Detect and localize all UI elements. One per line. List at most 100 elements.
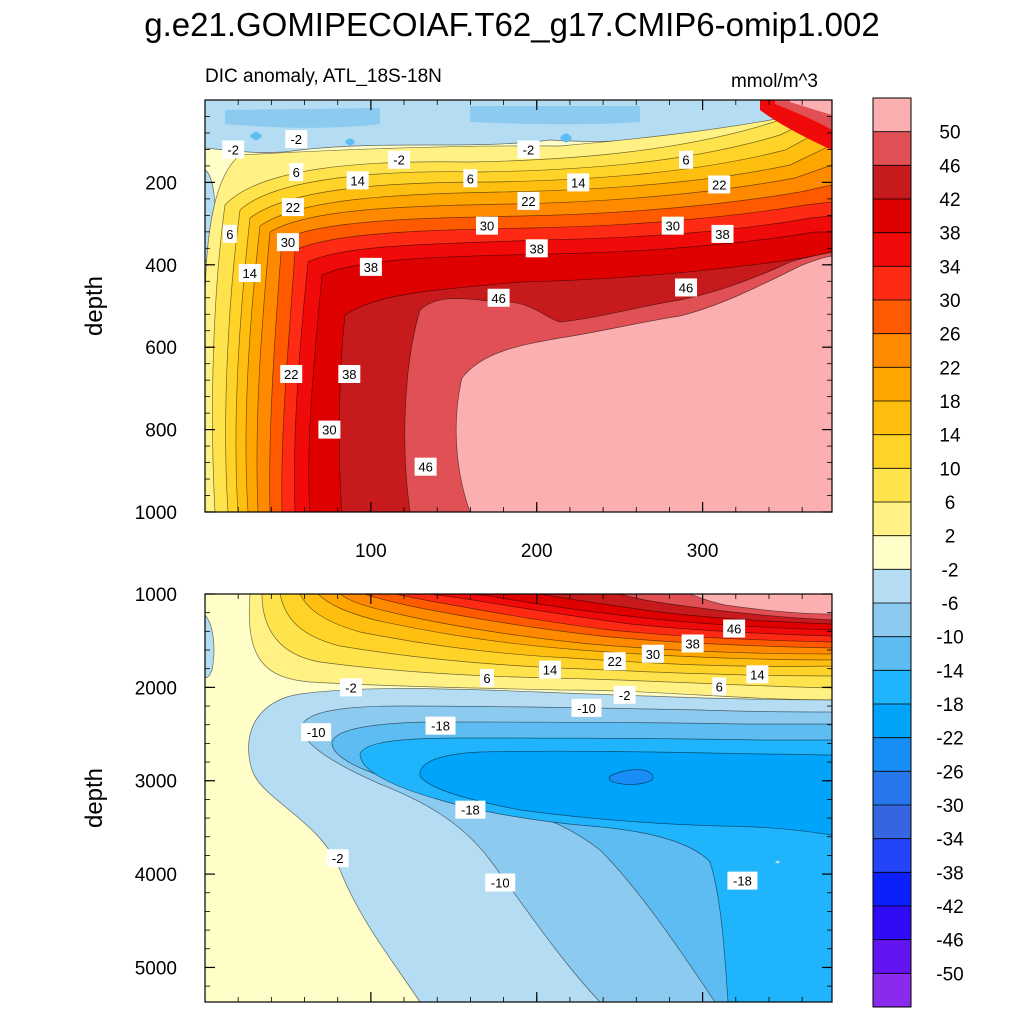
contour-label-text: -2: [393, 153, 405, 168]
contour-label-box: [276, 233, 299, 252]
contour-label-box: [571, 698, 602, 717]
top-contour-labels: -2 -2 -2 -2 6 6 6 6 14 14 14 22 22 22 22 30 30 30 30 38 38 38…: [222, 130, 734, 476]
contour-label-text: 22: [286, 200, 300, 215]
contour-label-box: [338, 364, 361, 383]
colorbar-swatch: [873, 670, 911, 705]
contour-label-box: [280, 364, 303, 383]
colorbar-label: -34: [936, 830, 964, 851]
contour-label-text: 6: [293, 165, 300, 180]
bottom-panel: 1000 2000 3000 4000 5000 -2 -2 -2 6 6 14 14 22 30 38 4…: [81, 585, 833, 1003]
colorbar-swatch: [873, 535, 911, 570]
contour-label-box: [339, 678, 362, 697]
contour-label: 22: [517, 191, 540, 210]
contour-label: 6: [479, 669, 494, 688]
top-y-tick-label: 400: [145, 256, 177, 277]
bottom-y-axis: 1000 2000 3000 4000 5000: [135, 585, 832, 987]
colorbar-label: -38: [936, 863, 963, 884]
contour-label-text: 30: [666, 219, 680, 234]
contour-label: 6: [222, 224, 237, 243]
colorbar-swatch: [873, 98, 911, 132]
contour-label: 6: [463, 169, 478, 188]
colorbar-swatch: [873, 266, 911, 301]
colorbar-label: 42: [939, 190, 960, 211]
colorbar-label: 22: [939, 358, 960, 379]
colorbar-swatch: [873, 333, 911, 368]
colorbar-swatch: [873, 199, 911, 233]
contour-label-text: 30: [281, 235, 295, 250]
contour-label: -10: [571, 698, 602, 717]
colorbar-label: -2: [942, 560, 959, 581]
contour-label: 46: [487, 288, 510, 307]
contour-label-text: 14: [243, 266, 257, 281]
contour-label-box: [661, 216, 684, 235]
contour-label-box: [723, 619, 746, 638]
contour-label-text: 22: [607, 654, 621, 669]
top-y-tick-label: 200: [145, 173, 177, 194]
colorbar-swatch: [873, 906, 911, 940]
contour-label: 30: [661, 216, 684, 235]
contour-label-text: -2: [290, 132, 302, 147]
colorbar-swatch: [873, 502, 911, 536]
contour-label-text: 14: [750, 667, 764, 682]
contour-label: 6: [712, 677, 727, 696]
panel-subtitle-left: DIC anomaly, ATL_18S-18N: [205, 66, 442, 87]
colorbar-swatch: [873, 838, 911, 873]
colorbar-label: -18: [936, 695, 963, 716]
contour-label: 46: [723, 619, 746, 638]
contour-label-box: [679, 150, 694, 169]
top-x-tick-label: 300: [687, 541, 719, 562]
contour-label-text: 30: [480, 219, 494, 234]
contour-label: -2: [388, 150, 411, 169]
contour-label-box: [708, 175, 731, 194]
colorbar-swatch: [873, 704, 911, 738]
contour-label-box: [318, 420, 341, 439]
colorbar-swatch: [873, 367, 911, 402]
contour-label: 6: [679, 150, 694, 169]
contour-label-box: [285, 130, 308, 149]
contour-label-text: 38: [364, 260, 378, 275]
bottom-y-tick-label: 4000: [135, 865, 177, 886]
contour-label: -18: [727, 871, 758, 890]
contour-label: 38: [711, 224, 734, 243]
bottom-y-tick-label: 5000: [135, 958, 177, 979]
contour-label-text: -2: [227, 142, 239, 157]
contour-label: 22: [281, 198, 304, 217]
contour-label: 30: [475, 216, 498, 235]
contour-label-text: 38: [342, 367, 356, 382]
contour-label-box: [681, 634, 704, 653]
contour-label: 22: [603, 652, 626, 671]
bottom-y-tick-label: 2000: [135, 678, 177, 699]
contour-label-text: -2: [345, 680, 357, 695]
contour-label-box: [641, 644, 664, 663]
colorbar-frame: [872, 97, 912, 1008]
colorbar-label: -26: [936, 762, 963, 783]
contour-label-box: [388, 150, 411, 169]
colorbar-label: -22: [936, 729, 963, 750]
contour-label-text: 22: [284, 367, 298, 382]
contour-label: 14: [539, 660, 562, 679]
colorbar-swatch: [873, 434, 911, 469]
contour-label-text: 14: [350, 173, 364, 188]
contour-label-text: -10: [491, 875, 510, 890]
colorbar-label: -30: [936, 796, 963, 817]
colorbar-label: 38: [939, 224, 960, 245]
contour-label-text: 6: [483, 671, 490, 686]
contour-label-text: -18: [733, 874, 752, 889]
top-x-axis: 100 200 300: [237, 100, 803, 562]
contour-label-box: [425, 716, 456, 735]
colorbar-label: 2: [945, 527, 956, 548]
colorbar-swatch: [873, 232, 911, 267]
top-y-axis-label: depth: [81, 276, 108, 336]
contour-label-box: [485, 873, 516, 892]
colorbar-label: -10: [936, 628, 963, 649]
top-y-axis: 200 400 600 800 1000: [135, 99, 832, 524]
colorbar-label: 6: [945, 493, 956, 514]
top-x-tick-label: 200: [521, 541, 553, 562]
contour-label-text: 6: [226, 227, 233, 242]
bottom-contour-labels: -2 -2 -2 6 6 14 14 22 30 38 46 -10 -10 -10 -18 -18 -18: [301, 619, 769, 892]
bottom-plot-frame: [204, 593, 833, 1003]
colorbar-swatch: [873, 939, 911, 974]
contour-label-text: -2: [523, 142, 535, 157]
contour-label-box: [746, 665, 769, 684]
colorbar-swatch: [873, 636, 911, 671]
